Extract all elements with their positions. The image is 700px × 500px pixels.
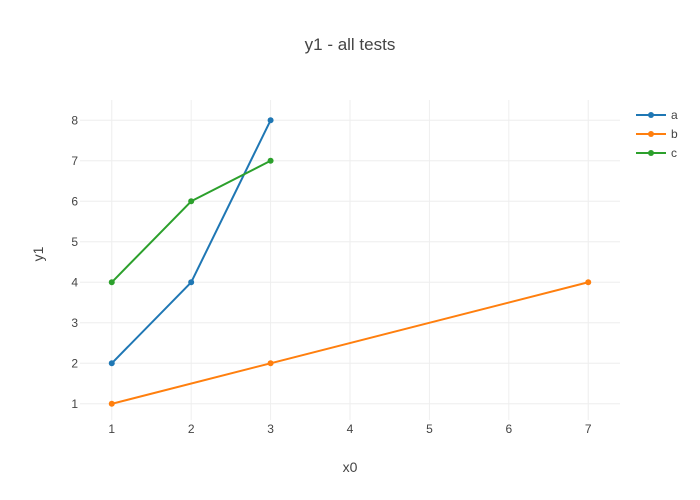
x-tick-label: 7 <box>585 422 592 436</box>
x-tick-label: 4 <box>347 422 354 436</box>
series-b <box>108 279 592 407</box>
x-tick-label: 1 <box>108 422 115 436</box>
data-point-c[interactable] <box>108 279 115 286</box>
legend[interactable]: abc <box>636 108 678 160</box>
x-tick-label: 5 <box>426 422 433 436</box>
y-tick-label: 1 <box>71 397 78 411</box>
legend-item-c[interactable]: c <box>636 146 677 160</box>
series-c <box>108 157 274 286</box>
y-tick-label: 5 <box>71 235 78 249</box>
legend-label: b <box>671 127 678 141</box>
legend-marker-swatch <box>648 150 654 156</box>
data-point-c[interactable] <box>188 198 195 205</box>
x-tick-label: 6 <box>505 422 512 436</box>
axis-ticks: 1 2 3 4 5 6 7 1 2 3 4 5 6 7 8 <box>71 113 592 436</box>
legend-label: c <box>671 146 677 160</box>
data-point-b[interactable] <box>267 360 274 367</box>
chart-title: y1 - all tests <box>305 35 396 54</box>
legend-marker-swatch <box>648 131 654 137</box>
data-point-c[interactable] <box>267 157 274 164</box>
y-tick-label: 4 <box>71 275 78 289</box>
legend-item-a[interactable]: a <box>636 108 678 122</box>
y-tick-label: 6 <box>71 194 78 208</box>
legend-label: a <box>671 108 678 122</box>
y-tick-label: 2 <box>71 356 78 370</box>
legend-item-b[interactable]: b <box>636 127 678 141</box>
data-point-b[interactable] <box>108 400 115 407</box>
x-tick-label: 3 <box>267 422 274 436</box>
grid <box>80 100 620 420</box>
y-axis-title: y1 <box>30 246 46 261</box>
data-point-a[interactable] <box>188 279 195 286</box>
series-group <box>108 117 592 407</box>
legend-marker-swatch <box>648 112 654 118</box>
y-tick-label: 3 <box>71 316 78 330</box>
data-point-b[interactable] <box>585 279 592 286</box>
x-axis-title: x0 <box>343 459 358 475</box>
y-tick-label: 8 <box>71 113 78 127</box>
data-point-a[interactable] <box>267 117 274 124</box>
y-tick-label: 7 <box>71 154 78 168</box>
x-tick-label: 2 <box>188 422 195 436</box>
data-point-a[interactable] <box>108 360 115 367</box>
